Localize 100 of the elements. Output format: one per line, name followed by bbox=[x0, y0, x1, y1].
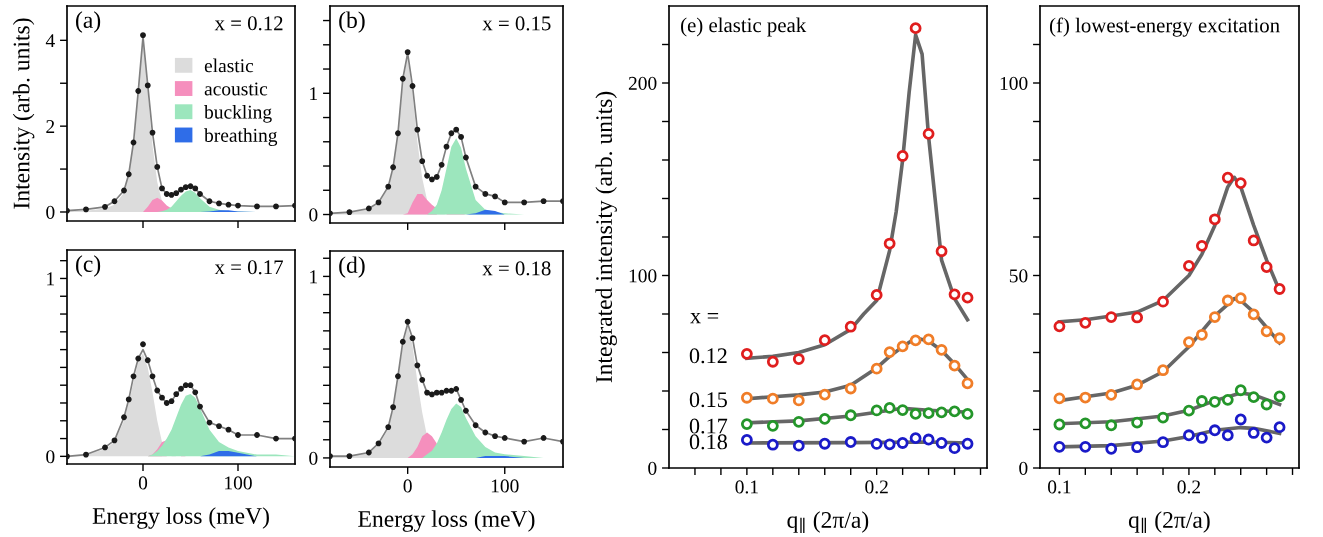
point bbox=[961, 377, 974, 390]
point bbox=[766, 355, 779, 368]
point bbox=[1208, 311, 1221, 323]
y-tick-label: 0 bbox=[309, 451, 318, 465]
point bbox=[883, 438, 896, 451]
point bbox=[375, 199, 382, 206]
annotation: x = 0.18 bbox=[482, 261, 551, 276]
point bbox=[135, 355, 142, 362]
point bbox=[501, 199, 508, 206]
point bbox=[149, 129, 156, 136]
y-tick-label: 2 bbox=[46, 120, 55, 133]
point bbox=[844, 409, 857, 422]
annotation: x = 0.17 bbox=[214, 260, 283, 275]
point bbox=[225, 201, 232, 208]
x-axis-title: q$_{∥}$ (2π/a) bbox=[1128, 511, 1210, 533]
y-tick-label: 50 bbox=[1009, 269, 1028, 283]
point bbox=[492, 193, 498, 200]
point bbox=[140, 341, 146, 348]
point bbox=[1183, 404, 1195, 417]
point bbox=[187, 382, 194, 389]
point bbox=[1273, 283, 1286, 295]
point bbox=[462, 407, 469, 414]
point bbox=[1105, 388, 1118, 401]
point bbox=[273, 435, 279, 442]
point bbox=[135, 88, 142, 94]
point bbox=[395, 130, 401, 137]
point bbox=[1234, 384, 1247, 397]
point bbox=[909, 334, 922, 347]
point bbox=[178, 385, 184, 392]
y-axis-title: Integrated intensity (arb. units) bbox=[595, 91, 617, 383]
point bbox=[448, 387, 455, 394]
point bbox=[922, 127, 935, 140]
point bbox=[540, 198, 547, 205]
point bbox=[125, 171, 132, 178]
series-label: 0.15 bbox=[689, 392, 727, 408]
point bbox=[1234, 177, 1247, 189]
point bbox=[948, 405, 961, 418]
x-tick-label: 0.2 bbox=[865, 480, 888, 494]
point bbox=[385, 183, 392, 190]
y-tick-label: 0 bbox=[46, 205, 55, 219]
point bbox=[419, 376, 426, 383]
x-axis-title: Energy loss (meV) bbox=[358, 510, 535, 532]
x-tick-label: 0.1 bbox=[1048, 480, 1071, 494]
point bbox=[168, 398, 175, 405]
point bbox=[438, 161, 445, 168]
y-tick-label: 1 bbox=[47, 272, 55, 286]
point bbox=[766, 438, 779, 451]
point bbox=[1221, 429, 1234, 442]
point bbox=[187, 183, 194, 190]
point bbox=[1234, 292, 1247, 305]
series-label: 0.18 bbox=[689, 434, 727, 450]
point bbox=[390, 164, 397, 171]
point bbox=[1131, 311, 1144, 324]
point bbox=[935, 406, 948, 419]
point bbox=[1105, 419, 1118, 432]
y-tick-label: 100 bbox=[1000, 76, 1028, 90]
point bbox=[399, 75, 406, 82]
point bbox=[883, 237, 896, 250]
point bbox=[102, 203, 108, 210]
point bbox=[521, 199, 528, 206]
point bbox=[216, 200, 222, 207]
point bbox=[1221, 171, 1234, 184]
point bbox=[443, 387, 450, 394]
point bbox=[453, 126, 460, 133]
point bbox=[1195, 395, 1208, 407]
point bbox=[1053, 440, 1066, 453]
point bbox=[909, 22, 922, 35]
point bbox=[206, 419, 213, 426]
point bbox=[935, 343, 948, 356]
point bbox=[235, 202, 241, 209]
chart-title: (c) bbox=[76, 255, 101, 277]
point bbox=[1157, 295, 1169, 308]
point bbox=[948, 359, 961, 372]
point bbox=[462, 154, 469, 161]
point bbox=[792, 353, 805, 365]
point bbox=[144, 357, 151, 364]
point bbox=[1247, 391, 1260, 404]
y-tick-label: 4 bbox=[45, 34, 55, 48]
point bbox=[870, 438, 883, 450]
point bbox=[390, 404, 397, 411]
point bbox=[740, 391, 753, 404]
series-label: 0.12 bbox=[689, 348, 727, 364]
point bbox=[961, 437, 974, 450]
x-tick-label: 100 bbox=[491, 479, 519, 493]
point bbox=[766, 419, 779, 432]
point bbox=[1053, 418, 1066, 431]
point bbox=[121, 187, 127, 194]
point bbox=[1273, 390, 1286, 403]
text: (e) elastic peak bbox=[681, 17, 807, 37]
point bbox=[909, 432, 922, 445]
point bbox=[1131, 441, 1144, 454]
y-tick-label: 0 bbox=[46, 450, 55, 464]
annotation: x = 0.12 bbox=[214, 16, 283, 31]
point bbox=[883, 346, 896, 359]
point bbox=[1208, 424, 1221, 437]
point bbox=[792, 439, 805, 452]
chart-title: (d) bbox=[339, 256, 365, 278]
point bbox=[121, 414, 127, 421]
point bbox=[235, 432, 241, 438]
point bbox=[1260, 325, 1273, 338]
